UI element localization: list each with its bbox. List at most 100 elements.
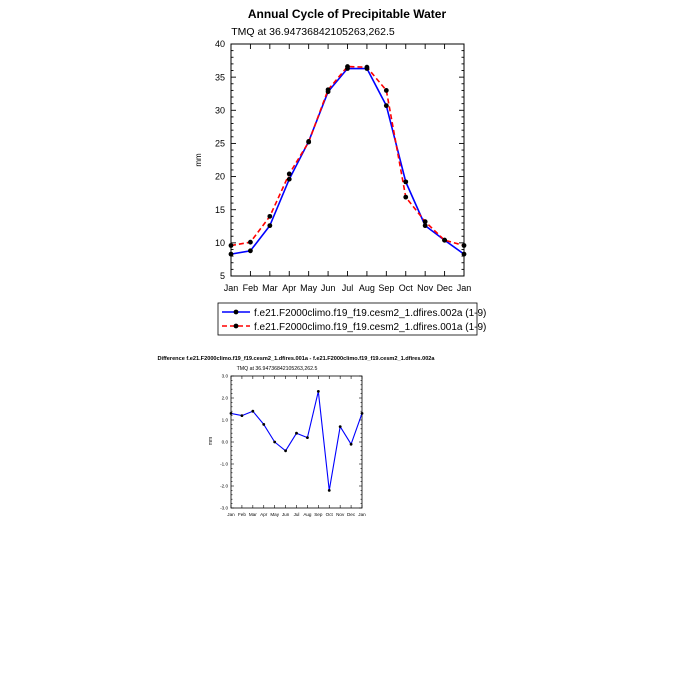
x-tick-label: Feb [243, 283, 259, 293]
series-1-point [240, 414, 244, 417]
y-tick-label: -1.0 [220, 462, 228, 467]
series-group [229, 390, 364, 492]
series-1-point [349, 442, 353, 446]
legend-label-series-2: f.e21.F2000climo.f19_f19.cesm2_1.dfires.… [254, 322, 486, 333]
x-tick-label: Jan [358, 512, 366, 517]
x-tick-label: Jun [282, 512, 290, 517]
y-tick-label: 2.0 [222, 396, 229, 401]
legend-box [217, 302, 478, 336]
y-tick-label: 0.0 [222, 440, 229, 445]
y-tick-label: -3.0 [220, 506, 228, 511]
series-2-point [228, 243, 234, 248]
series-1-point [316, 390, 320, 393]
x-tick-label: May [270, 512, 279, 517]
series-2-point [422, 219, 428, 225]
legend-marker-series-1 [233, 309, 239, 315]
annual-cycle-chart: Annual Cycle of Precipitable Water TMQ a… [194, 7, 486, 336]
series-1-point [267, 223, 273, 229]
series-1-point [284, 449, 287, 453]
y-axis-label: mm [194, 153, 203, 167]
series-2-point [364, 64, 370, 70]
series-1-point [228, 251, 234, 257]
series-2-point [383, 88, 389, 93]
x-axis-ticks: Jan Feb Mar Apr May Jun Jul Aug Sep Oct Nov Dec Jan [224, 44, 472, 293]
y-axis-ticks: -3.0 -2.0 -1.0 0.0 1.0 2.0 3.0 [220, 374, 362, 511]
x-tick-label: Jun [321, 283, 336, 293]
x-tick-label: Sep [314, 512, 323, 517]
series-1-point [295, 431, 298, 435]
series-1-point [286, 176, 292, 182]
y-tick-label: 20 [215, 172, 225, 182]
series-group [228, 64, 467, 257]
x-tick-label: Apr [282, 283, 296, 293]
x-tick-label: Aug [303, 512, 312, 517]
series-1-point [360, 412, 364, 415]
series-2-point [306, 139, 312, 145]
y-tick-label: 15 [215, 205, 225, 215]
plot-frame [230, 43, 465, 277]
x-tick-label: Jul [294, 512, 300, 517]
series-1-point [338, 425, 342, 428]
series-line-2 [230, 65, 465, 247]
legend: f.e21.F2000climo.f19_f19.cesm2_1.dfires.… [217, 302, 486, 336]
series-1-point [251, 409, 255, 413]
y-tick-label: 5 [220, 271, 225, 281]
y-tick-label: 3.0 [222, 374, 229, 379]
y-tick-label: 25 [215, 139, 225, 149]
y-axis-ticks: 5 10 15 20 25 30 35 40 [215, 39, 464, 281]
series-2-point [461, 243, 467, 248]
chart-title: Difference f.e21.F2000climo.f19_f19.cesm… [157, 356, 435, 362]
y-axis-label: mm [208, 437, 214, 445]
y-tick-label: 10 [215, 238, 225, 248]
series-2-point [442, 237, 447, 243]
x-tick-label: Mar [262, 283, 278, 293]
x-tick-label: Jan [457, 283, 472, 293]
series-1-point [461, 251, 467, 257]
series-1-point [229, 412, 233, 415]
x-tick-label: Nov [417, 283, 434, 293]
x-tick-label: Mar [249, 512, 257, 517]
y-tick-label: 40 [215, 39, 225, 49]
chart-subtitle: TMQ at 36.94736842105263,262.5 [231, 26, 395, 38]
y-tick-label: 35 [215, 72, 225, 82]
x-tick-label: Apr [260, 512, 268, 517]
series-1-point [327, 489, 331, 492]
x-tick-label: May [300, 283, 318, 293]
y-tick-label: 1.0 [222, 418, 229, 423]
series-1-point [273, 440, 277, 444]
x-tick-label: Feb [238, 512, 246, 517]
x-tick-label: Oct [326, 512, 334, 517]
series-1-point [262, 423, 266, 426]
plot-frame [230, 375, 363, 509]
series-2-point [286, 171, 292, 177]
series-2-point [345, 64, 350, 69]
x-tick-label: Jan [224, 283, 239, 293]
y-tick-label: -2.0 [220, 484, 228, 489]
series-1-point [248, 248, 253, 254]
series-2-point [403, 194, 409, 200]
chart-title: Annual Cycle of Precipitable Water [248, 7, 447, 21]
x-tick-label: Sep [378, 283, 394, 293]
series-2-point [325, 87, 331, 93]
legend-marker-series-2 [233, 323, 239, 329]
x-axis-ticks: Jan Feb Mar Apr May Jun Jul Aug Sep Oct Nov Dec Jan [227, 376, 366, 517]
series-line-1 [230, 390, 363, 491]
chart-subtitle: TMQ at 36.94736842105263,262.5 [237, 366, 318, 372]
x-tick-label: Jul [342, 283, 354, 293]
legend-label-series-1: f.e21.F2000climo.f19_f19.cesm2_1.dfires.… [254, 308, 486, 319]
series-1-point [403, 179, 409, 185]
series-1-point [422, 223, 428, 229]
x-tick-label: Oct [399, 283, 414, 293]
series-1-point [306, 436, 309, 439]
x-tick-label: Dec [347, 512, 356, 517]
difference-chart: Difference f.e21.F2000climo.f19_f19.cesm… [157, 356, 435, 517]
x-tick-label: Jan [227, 512, 235, 517]
x-tick-label: Aug [359, 283, 375, 293]
series-2-point [248, 239, 253, 245]
y-tick-label: 30 [215, 105, 225, 115]
series-2-point [267, 213, 273, 219]
x-tick-label: Nov [336, 512, 345, 517]
series-1-point [383, 103, 389, 109]
x-tick-label: Dec [437, 283, 454, 293]
